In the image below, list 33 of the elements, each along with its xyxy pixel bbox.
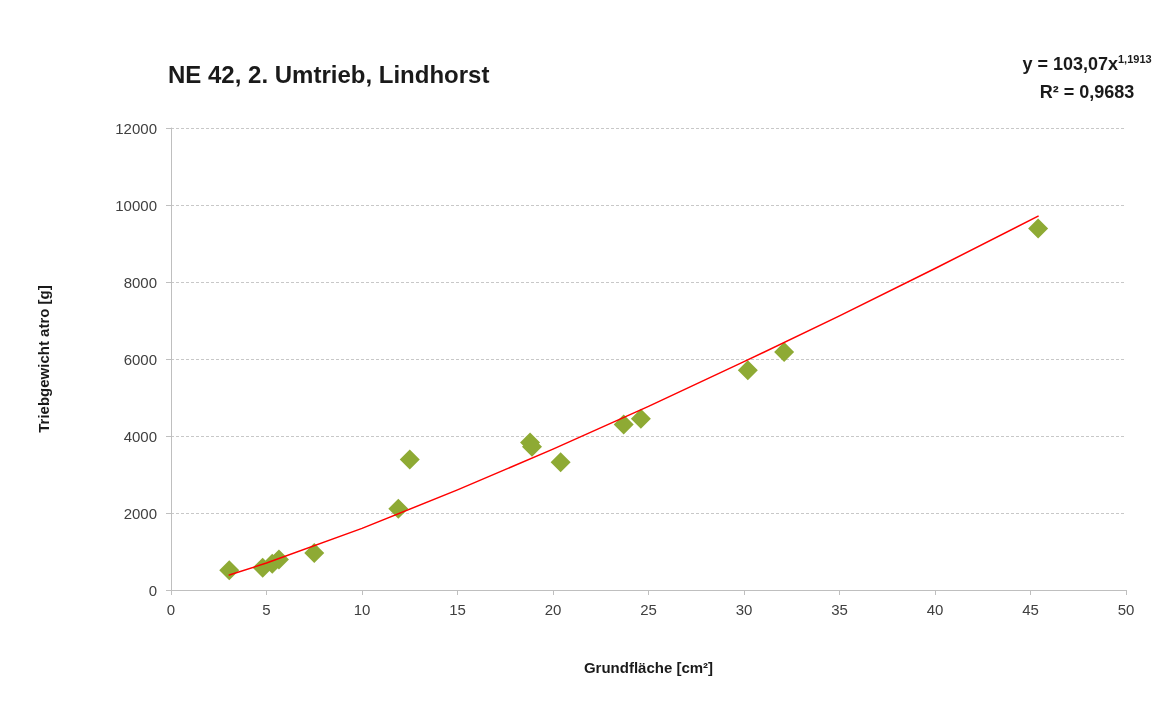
- x-tick-label: 10: [353, 601, 371, 618]
- y-tick-label: 12000: [115, 119, 157, 137]
- y-tick-label: 6000: [123, 350, 157, 368]
- x-tick-label: 45: [1022, 601, 1039, 618]
- point: [1028, 218, 1049, 239]
- point: [399, 449, 420, 470]
- x-tick-label: 0: [166, 601, 176, 618]
- x-tick-label: 50: [1117, 601, 1135, 618]
- y-tick-label: 0: [148, 581, 157, 599]
- x-tick-label: 20: [544, 601, 562, 618]
- point: [219, 560, 240, 581]
- point: [630, 408, 651, 429]
- point: [388, 498, 409, 519]
- x-tick-label: 25: [640, 601, 657, 618]
- text: R² = 0,9683: [1038, 81, 1136, 104]
- point: [737, 360, 758, 381]
- x-tick-label: 15: [449, 601, 466, 618]
- y-tick-label: 2000: [123, 504, 157, 522]
- point: [550, 452, 571, 473]
- x-tick-label: 35: [831, 601, 848, 618]
- y-tick-label: 10000: [115, 196, 157, 214]
- x-tick-label: 40: [926, 601, 944, 618]
- point: [613, 414, 634, 435]
- point: [304, 543, 325, 564]
- chart-title: NE 42, 2. Umtrieb, Lindhorst: [168, 60, 490, 88]
- y-tick-label: 4000: [123, 427, 157, 445]
- x-tick-label: 5: [262, 601, 271, 618]
- y-tick-label: 8000: [123, 273, 157, 291]
- point: [774, 342, 795, 363]
- x-axis-title: Grundfläche [cm²]: [583, 659, 714, 676]
- text: y = 103,07x$^{1,1913}$: [1021, 52, 1153, 76]
- y-axis-title: Triebgewicht atro [g]: [35, 285, 52, 433]
- x-tick-label: 30: [735, 601, 753, 618]
